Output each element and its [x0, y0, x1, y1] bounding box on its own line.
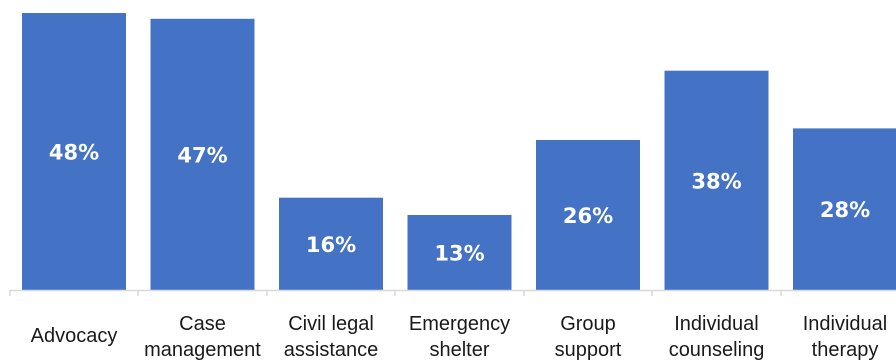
bar	[407, 215, 512, 290]
bar	[22, 13, 126, 290]
bar-value-label: 48%	[49, 141, 99, 165]
category-label-line: Individual	[803, 313, 888, 335]
category-label-line: Emergency	[409, 313, 510, 335]
category-label: Emergency shelter	[409, 313, 510, 360]
category-label-line: assistance	[284, 339, 379, 360]
x-axis	[9, 289, 896, 296]
bar-value-label: 47%	[177, 143, 227, 167]
bar	[279, 197, 383, 290]
category-label: Case management	[144, 313, 261, 360]
bar-value-label: 26%	[563, 204, 613, 228]
category-label: Individual therapy	[803, 313, 888, 360]
bar	[793, 128, 896, 290]
category-label: Civil legal assistance	[284, 313, 379, 360]
bar	[664, 70, 769, 290]
category-label: Individual counseling	[669, 313, 765, 360]
bars-layer: 48% 47% 16% 13% 26% 38% 28%	[22, 13, 896, 291]
category-label-line: Advocacy	[31, 325, 118, 347]
category-label-line: Individual	[674, 313, 759, 335]
bar-value-label: 13%	[434, 242, 484, 266]
category-label-line: Case	[179, 313, 226, 335]
bar-value-label: 28%	[820, 198, 870, 222]
category-label: Group support	[555, 313, 622, 360]
category-labels: Advocacy Case management Civil legal assista…	[31, 313, 888, 360]
bar	[150, 18, 255, 291]
category-label-line: support	[555, 339, 622, 360]
category-label-line: therapy	[812, 339, 879, 360]
bar	[536, 140, 640, 290]
category-label-line: Group	[560, 313, 616, 335]
category-label: Advocacy	[31, 325, 118, 347]
bar-value-label: 16%	[306, 233, 356, 257]
bar-value-label: 38%	[691, 169, 741, 193]
category-label-line: Civil legal	[288, 313, 374, 335]
category-label-line: shelter	[429, 339, 489, 360]
category-label-line: management	[144, 339, 261, 360]
category-label-line: counseling	[669, 339, 765, 360]
